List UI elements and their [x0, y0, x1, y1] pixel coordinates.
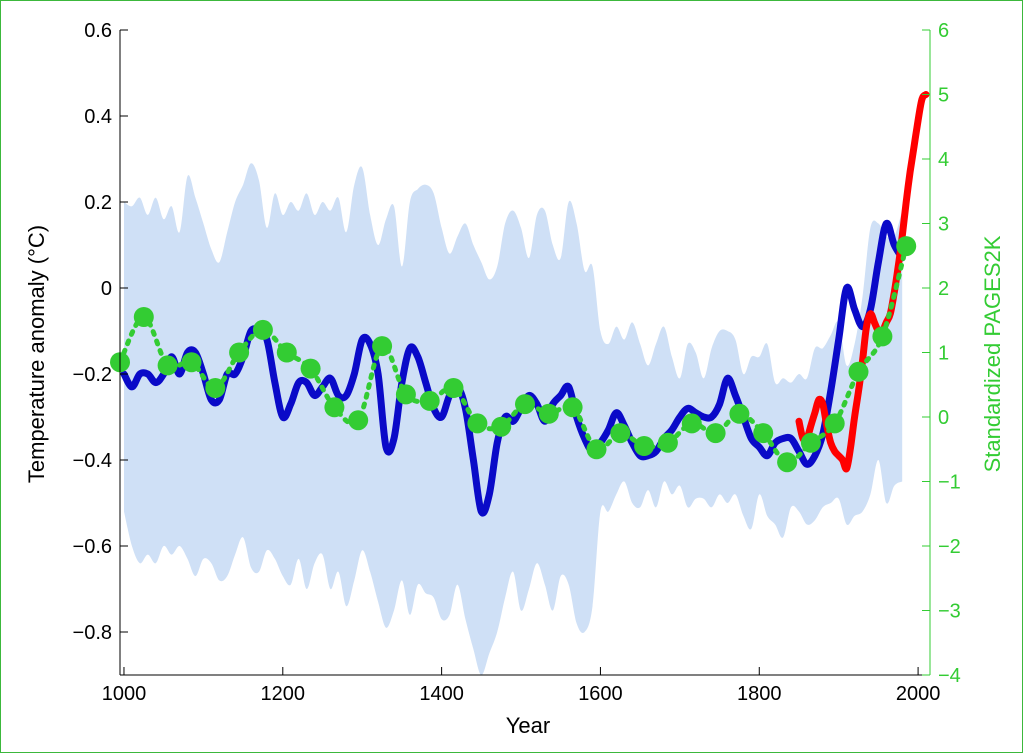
series-point-2 [538, 403, 559, 424]
y-tick-label: 0.6 [84, 20, 112, 42]
series-point-2 [443, 378, 464, 398]
y-tick-label: 0 [101, 278, 112, 300]
y-tick-label: −0.8 [73, 622, 112, 644]
y-tick-label: −0.2 [73, 364, 112, 386]
series-point-2 [133, 307, 154, 327]
x-tick-label: 1000 [102, 683, 147, 705]
series-point-2 [491, 416, 512, 437]
y-axis-label: Temperature anomaly (°C) [24, 225, 49, 483]
series-point-2 [896, 236, 917, 257]
y2-tick-label: 0 [938, 407, 949, 429]
series-point-2 [419, 390, 440, 411]
series-point-2 [562, 397, 583, 418]
y2-tick-label: 3 [938, 214, 949, 236]
series-point-2 [824, 413, 845, 434]
series-line-2 [117, 243, 909, 465]
y2-tick-label: −4 [938, 665, 961, 687]
y2-tick-label: 6 [938, 20, 949, 42]
x-axis-label: Year [506, 713, 550, 738]
series-point-2 [634, 436, 655, 456]
series-point-2 [729, 403, 750, 424]
series-point-2 [252, 319, 273, 340]
y-tick-label: 0.2 [84, 192, 112, 214]
series-point-2 [395, 384, 416, 405]
series-point-2 [324, 397, 345, 418]
x-tick-label: 1200 [261, 683, 306, 705]
series-point-2 [467, 413, 488, 434]
y2-tick-label: −3 [938, 601, 961, 623]
series-point-2 [872, 326, 893, 347]
y2-tick-label: −1 [938, 472, 961, 494]
y-tick-label: −0.4 [73, 450, 112, 472]
y2-axis-label: Standardized PAGES2K [980, 235, 1005, 472]
y2-tick-label: 5 [938, 85, 949, 107]
series-point-2 [276, 342, 297, 363]
series-point-2 [777, 452, 798, 473]
series-point-2 [181, 352, 202, 373]
series-point-2 [157, 355, 178, 376]
x-tick-label: 1800 [737, 683, 782, 705]
series-point-2 [586, 439, 607, 460]
series-point-2 [800, 432, 821, 453]
series-line-1 [795, 91, 930, 473]
y2-tick-label: 2 [938, 278, 949, 300]
y2-tick-label: 4 [938, 149, 949, 171]
series-point-2 [610, 423, 631, 444]
x-tick-label: 1600 [578, 683, 623, 705]
series-point-2 [705, 423, 726, 444]
series-point-2 [229, 342, 250, 363]
series-point-2 [753, 423, 774, 444]
series-point-2 [681, 413, 702, 434]
y2-tick-label: −2 [938, 536, 961, 558]
series-point-2 [348, 410, 369, 431]
y-tick-label: 0.4 [84, 106, 112, 128]
x-tick-label: 2000 [896, 683, 941, 705]
series-point-2 [657, 432, 678, 453]
series-point-2 [848, 361, 869, 382]
series-point-2 [205, 378, 226, 398]
x-tick-label: 1400 [419, 683, 464, 705]
y-tick-label: −0.6 [73, 536, 112, 558]
series-point-2 [372, 336, 393, 357]
y2-tick-label: 1 [938, 343, 949, 365]
series-point-2 [515, 394, 535, 415]
series-point-2 [300, 358, 321, 379]
axes-layer: 1000 1200 1400 1600 1800 2000−0.8−0.6−0.4−0.2… [73, 20, 961, 705]
